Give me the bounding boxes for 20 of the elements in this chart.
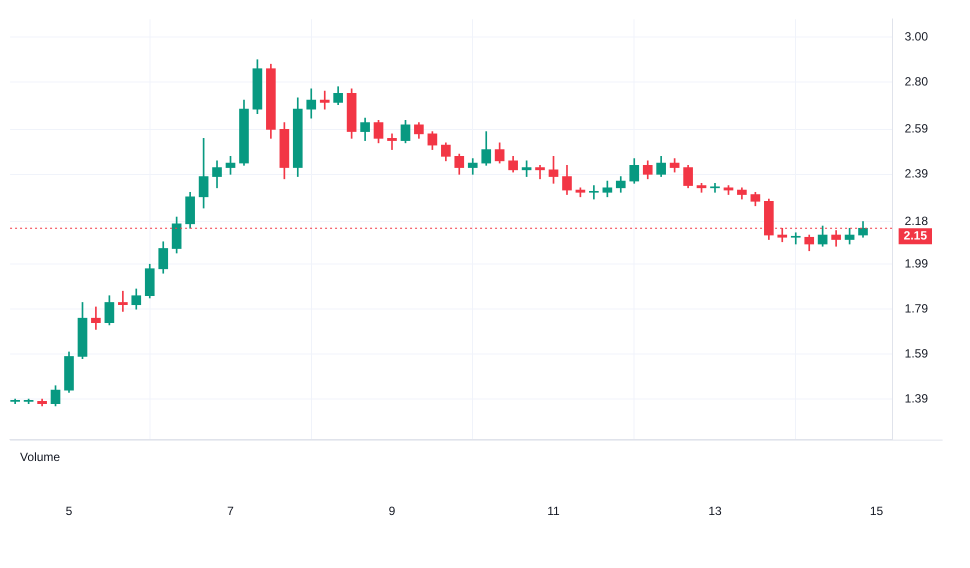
candlestick xyxy=(535,165,545,180)
x-tick-label: 9 xyxy=(388,504,396,518)
ref-line-label: 2.15 xyxy=(904,228,928,243)
y-tick-label: 2.39 xyxy=(904,166,928,181)
y-tick-label: 1.59 xyxy=(904,346,928,360)
y-tick-label: 1.79 xyxy=(904,302,928,316)
candlestick xyxy=(387,134,397,150)
x-tick-label: 5 xyxy=(66,504,73,518)
y-tick-label: 2.59 xyxy=(904,122,928,136)
y-tick-label: 2.18 xyxy=(904,214,928,228)
text: Volume xyxy=(20,450,60,464)
y-tick-label: 1.99 xyxy=(904,256,928,271)
x-tick-label: 11 xyxy=(547,504,560,518)
x-tick-label: 13 xyxy=(708,504,722,518)
x-tick-label: 7 xyxy=(227,504,234,518)
y-tick-label: 3.00 xyxy=(904,30,928,44)
y-tick-label: 1.39 xyxy=(904,391,928,406)
y-tick-label: 2.80 xyxy=(904,74,928,88)
candlestick xyxy=(710,182,720,193)
x-tick-label: 15 xyxy=(870,504,884,518)
